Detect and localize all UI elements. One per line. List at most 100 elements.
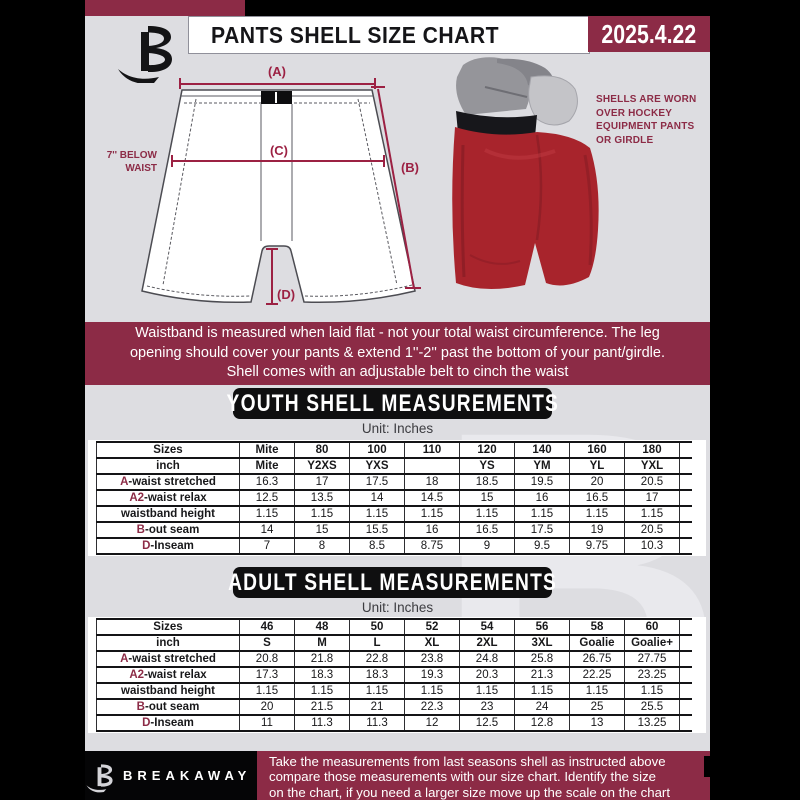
table-edge-extension [679,682,692,700]
table-cell: 1.15 [404,505,460,523]
table-cell: S [239,634,295,652]
table-cell: 12.8 [514,714,570,732]
side-note-line: OVER HOCKEY [596,107,673,119]
table-cell: YM [514,457,570,475]
footer-line: Take the measurements from last seasons … [269,754,666,769]
row-label: Sizes [96,618,240,636]
youth-size-table: Sizes Mite 80 100 110 120 140 160 180 inch Mite Y2X… [96,441,692,555]
adult-section-banner: ADULT SHELL MEASUREMENTS [228,567,556,598]
table-cell: 18 [404,473,460,491]
adult-table-container: Sizes 46 48 50 52 54 56 58 60 inch S M L XL 2XL 3XL Goal… [88,617,706,733]
info-band-line: opening should cover your pants & extend… [129,344,665,361]
table-cell: 7 [239,537,295,555]
table-cell: 1.15 [514,682,570,700]
table-cell: 25.5 [624,698,680,716]
table-cell: 60 [624,618,680,636]
table-cell: 16 [514,489,570,507]
table-cell: 52 [404,618,460,636]
table-edge-extension [679,473,692,491]
table-cell: 140 [514,441,570,459]
table-cell: 20.5 [624,521,680,539]
row-label: waistband height [96,682,240,700]
table-cell: 1.15 [624,505,680,523]
table-cell: 1.15 [239,505,295,523]
table-edge-extension [679,666,692,684]
footer-instructions: Take the measurements from last seasons … [257,751,710,800]
table-cell: 120 [459,441,515,459]
table-cell: 1.15 [514,505,570,523]
table-row: D-Inseam 7 8 8.5 8.75 9 9.5 9.75 10.3 [96,537,692,555]
top-black-strip [245,0,710,16]
table-cell: 19 [569,521,625,539]
footer-b-logo [86,763,113,792]
table-cell: 3XL [514,634,570,652]
table-cell: Goalie [569,634,625,652]
table-cell: 18.3 [294,666,350,684]
table-cell: 12 [404,714,460,732]
table-cell: 22.3 [404,698,460,716]
table-edge-extension [679,650,692,668]
table-cell [404,457,460,475]
footer-line: compare those measurements with our size… [269,769,657,785]
label-d: (D) [277,287,295,302]
below-waist-line1: 7'' BELOW [107,150,158,161]
table-cell: 21.3 [514,666,570,684]
table-edge-extension [679,634,692,652]
table-cell: 11.3 [294,714,350,732]
table-cell: 1.15 [624,682,680,700]
table-cell: 19.5 [514,473,570,491]
table-cell: 21.8 [294,650,350,668]
youth-table-container: Sizes Mite 80 100 110 120 140 160 180 inch Mite Y2X… [88,440,706,556]
info-band-line: Waistband is measured when laid flat - n… [135,325,660,342]
date-badge: 2025.4.22 [588,16,710,52]
table-row: A2-waist relax 17.3 18.3 18.3 19.3 20.3 21.3 22… [96,666,692,684]
label-b: (B) [401,160,419,175]
adult-banner-text: ADULT SHELL MEASUREMENTS [228,568,557,596]
table-edge-extension [679,505,692,523]
table-cell: 1.15 [569,505,625,523]
table-cell: 15 [294,521,350,539]
table-cell: 17.3 [239,666,295,684]
side-note-line: SHELLS ARE WORN [596,94,697,105]
table-cell: 100 [349,441,405,459]
table-cell: Y2XS [294,457,350,475]
footer-brand-block: BREAKAWAY [85,751,257,800]
table-row: D-Inseam 11 11.3 11.3 12 12.5 12.8 13 13.25 [96,714,692,732]
table-edge-extension [679,441,692,459]
table-cell: 54 [459,618,515,636]
table-cell: 21.5 [294,698,350,716]
table-cell: 1.15 [294,682,350,700]
table-cell: 9.5 [514,537,570,555]
table-cell: 23 [459,698,515,716]
table-cell: 16 [404,521,460,539]
table-cell: 9.75 [569,537,625,555]
table-cell: 20.5 [624,473,680,491]
row-label: A-waist stretched [96,473,240,491]
table-cell: 20.8 [239,650,295,668]
table-cell: 27.75 [624,650,680,668]
table-cell: 20 [569,473,625,491]
row-label: D-Inseam [96,714,240,732]
info-band: Waistband is measured when laid flat - n… [85,322,710,385]
table-row: inch S M L XL 2XL 3XL Goalie Goalie+ [96,634,692,652]
shorts-schematic [141,89,416,303]
table-cell: 25 [569,698,625,716]
row-label: B-out seam [96,521,240,539]
table-edge-extension [679,489,692,507]
table-row: Sizes 46 48 50 52 54 56 58 60 [96,618,692,636]
table-cell: 1.15 [349,682,405,700]
table-cell: 1.15 [349,505,405,523]
table-cell: 21 [349,698,405,716]
table-row: waistband height 1.15 1.15 1.15 1.15 1.15 1.15… [96,505,692,523]
table-cell: Goalie+ [624,634,680,652]
table-cell: 22.8 [349,650,405,668]
footer-brand-text: BREAKAWAY [123,768,252,783]
row-label: A2-waist relax [96,489,240,507]
measurement-lines [171,78,421,305]
breakaway-b-logo [118,25,172,83]
table-cell: 20 [239,698,295,716]
table-edge-extension [679,537,692,555]
table-cell: 15.5 [349,521,405,539]
row-label: A-waist stretched [96,650,240,668]
content-area: PANTS SHELL SIZE CHART 2025.4.22 [85,0,724,800]
